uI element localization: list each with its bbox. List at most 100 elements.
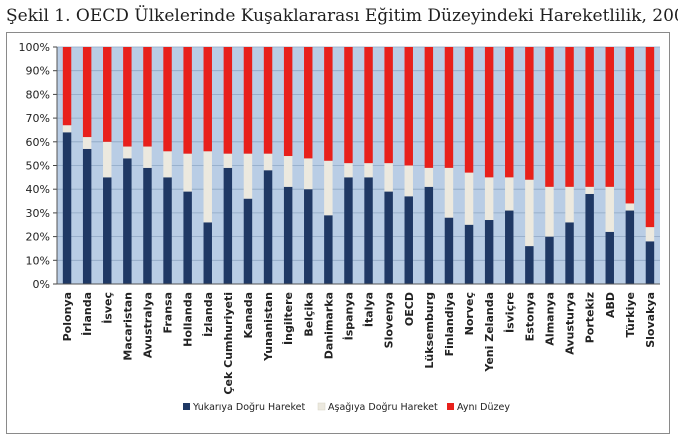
x-tick-label: Türkiye	[624, 292, 637, 337]
bar-segment	[505, 177, 514, 211]
bar-segment	[103, 177, 112, 284]
bar-segment	[143, 167, 152, 284]
bar-segment	[585, 193, 594, 284]
bar-segment	[444, 167, 454, 218]
bar-segment	[364, 163, 373, 178]
x-tick-label: Kanada	[242, 292, 255, 339]
bar-segment	[243, 47, 253, 154]
bar-segment	[525, 179, 534, 247]
bar-segment	[82, 47, 92, 138]
y-tick-label: 70%	[26, 112, 50, 125]
chart-title: Şekil 1. OECD Ülkelerinde Kuşaklararası …	[6, 6, 678, 26]
bar-segment	[324, 47, 333, 161]
bar-segment	[444, 217, 454, 284]
bar-segment	[505, 210, 514, 284]
bar-segment	[263, 47, 273, 154]
bar-segment	[424, 47, 434, 168]
bar-segment	[625, 203, 635, 211]
x-tick-label: Portekiz	[584, 292, 597, 343]
legend-swatch	[447, 403, 454, 410]
bar-segment	[62, 125, 72, 133]
bar-segment	[324, 215, 333, 284]
x-tick-label: İzlanda	[201, 292, 215, 337]
legend-label: Yukarıya Doğru Hareket	[192, 402, 306, 413]
bar-segment	[143, 146, 152, 168]
x-tick-label: Belçika	[302, 292, 315, 337]
bar-segment	[364, 47, 373, 164]
bar-segment	[183, 47, 192, 154]
bar-segment	[344, 177, 353, 284]
bar-segment	[505, 47, 514, 178]
bar-segment	[223, 153, 233, 168]
x-tick-label: Almanya	[543, 292, 556, 346]
bar-segment	[585, 47, 594, 187]
x-tick-label: Finlandiya	[443, 292, 456, 356]
x-tick-label: Norveç	[463, 292, 476, 335]
bar-segment	[123, 146, 132, 159]
bar-segment	[304, 47, 313, 159]
x-tick-label: İsviçre	[502, 292, 516, 333]
bar-segment	[625, 47, 635, 204]
bar-segment	[464, 47, 474, 173]
bar-segment	[103, 141, 112, 178]
bar-segment	[384, 163, 393, 192]
x-tick-label: Slovakya	[644, 292, 657, 348]
x-tick-label: İspanya	[341, 292, 355, 340]
bar-segment	[545, 236, 554, 284]
legend-swatch	[183, 403, 190, 410]
y-tick-label: 40%	[26, 183, 50, 196]
bar-segment	[183, 153, 192, 192]
bar-segment	[384, 191, 393, 284]
y-tick-label: 100%	[19, 41, 50, 54]
bar-segment	[545, 186, 554, 237]
bar-segment	[404, 196, 413, 284]
bar-segment	[344, 163, 353, 178]
bar-segment	[404, 47, 413, 166]
bar-segment	[203, 47, 212, 152]
x-tick-label: Estonya	[523, 292, 536, 341]
bar-segment	[203, 151, 212, 223]
bar-segment	[525, 246, 534, 284]
bar-segment	[364, 177, 373, 284]
x-tick-label: Lüksemburg	[423, 292, 436, 369]
bar-segment	[464, 224, 474, 284]
bar-segment	[384, 47, 393, 164]
x-tick-label: İtalya	[362, 292, 376, 327]
bar-segment	[223, 47, 233, 154]
bar-segment	[565, 222, 574, 284]
bar-segment	[103, 47, 112, 142]
bar-segment	[123, 47, 132, 147]
bar-segment	[324, 160, 333, 216]
bar-segment	[304, 189, 313, 284]
bar-segment	[183, 191, 192, 284]
x-tick-label: Yeni Zelanda	[483, 292, 496, 373]
bar-segment	[263, 153, 273, 171]
y-tick-label: 10%	[26, 254, 50, 267]
bar-segment	[82, 137, 92, 149]
x-tick-label: Macaristan	[121, 292, 134, 361]
x-tick-label: Polonya	[61, 292, 74, 341]
bar-segment	[123, 158, 132, 284]
x-tick-label: Slovenya	[383, 292, 396, 348]
x-tick-label: İngiltere	[281, 292, 295, 345]
x-tick-label: Çek Cumhuriyeti	[222, 292, 235, 395]
y-tick-label: 20%	[26, 231, 50, 244]
bar-segment	[464, 172, 474, 225]
bar-segment	[82, 148, 92, 284]
bar-segment	[525, 47, 534, 180]
bar-segment	[283, 186, 293, 284]
bar-segment	[545, 47, 554, 187]
bar-segment	[62, 47, 72, 126]
bar-segment	[645, 47, 655, 228]
bar-segment	[344, 47, 353, 164]
x-tick-label: İsveç	[100, 292, 114, 324]
bar-segment	[283, 47, 293, 157]
x-tick-label: Yunanistan	[262, 292, 275, 362]
bar-segment	[243, 153, 253, 199]
bar-segment	[223, 167, 233, 284]
bar-segment	[605, 186, 614, 232]
x-tick-label: Hollanda	[182, 292, 195, 347]
x-tick-label: Fransa	[162, 292, 175, 333]
bar-segment	[163, 177, 172, 284]
legend-label: Aynı Düzey	[457, 402, 510, 413]
